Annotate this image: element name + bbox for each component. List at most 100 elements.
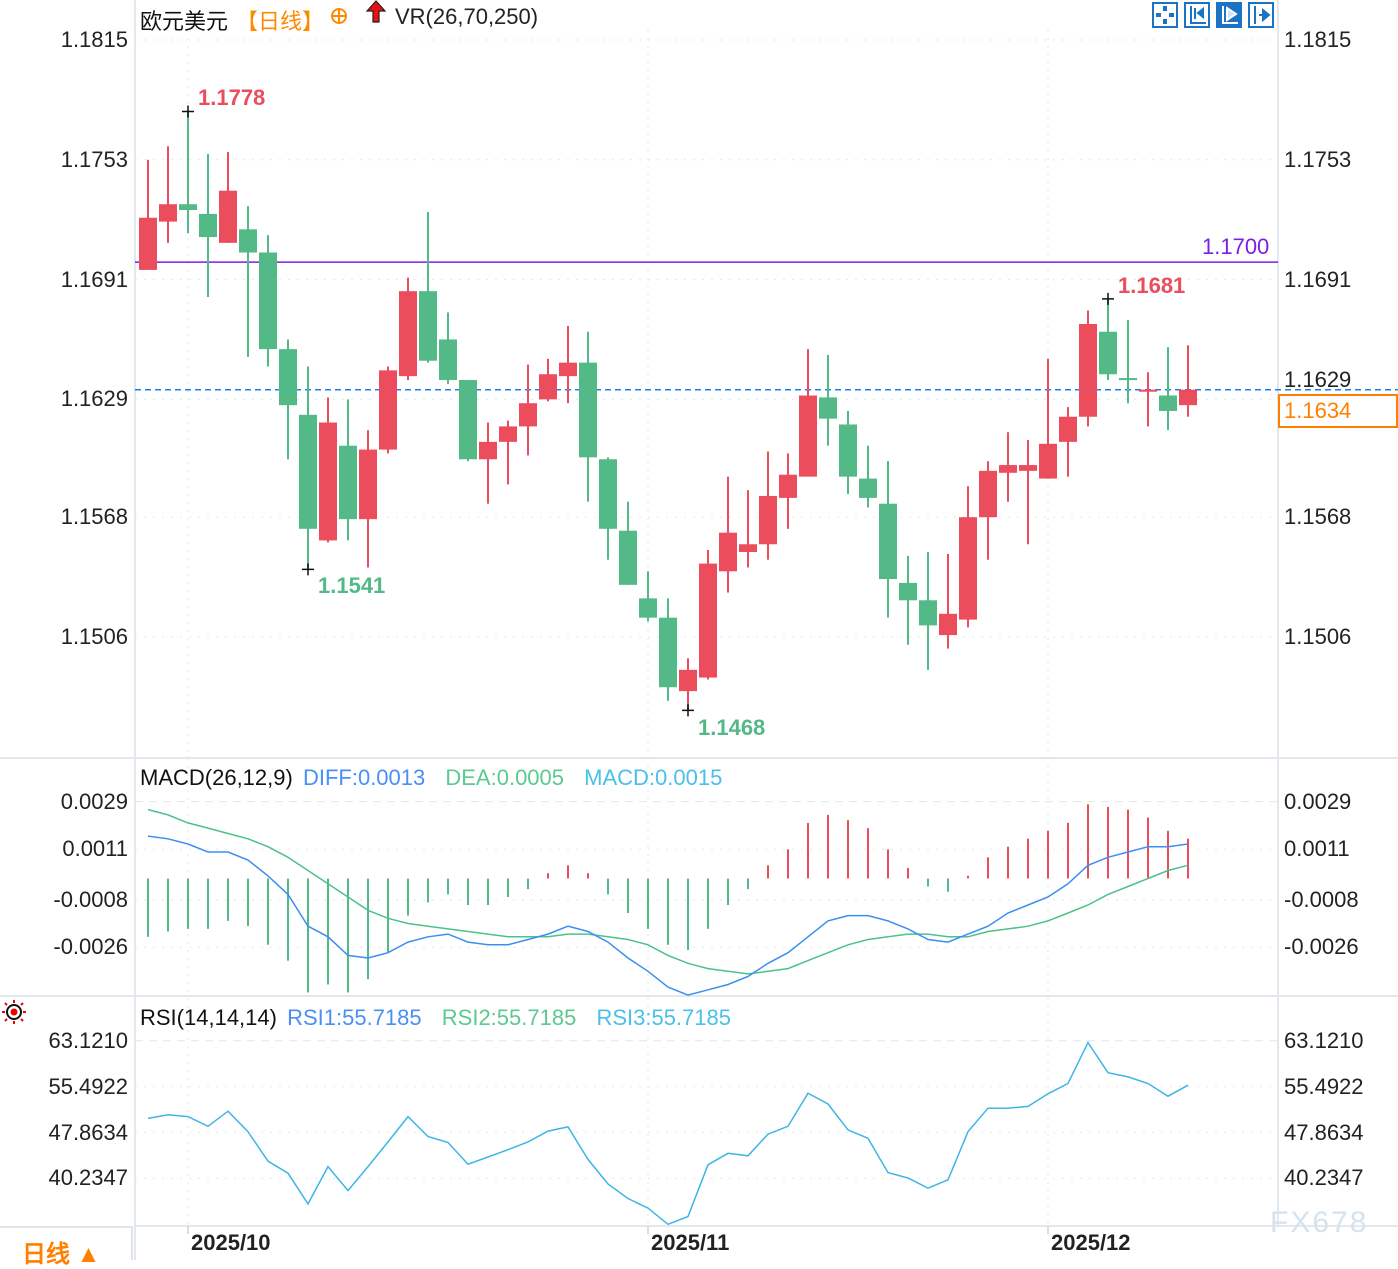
x-tick-label: 2025/12 xyxy=(1051,1230,1131,1255)
circle-plus-icon[interactable] xyxy=(331,8,347,24)
price-tick-right: 1.1815 xyxy=(1284,27,1352,52)
candle-up xyxy=(739,544,757,552)
macd-tick-left: 0.0029 xyxy=(60,788,128,814)
macd-value: MACD:0.0015 xyxy=(584,765,723,790)
rsi-tick-left: 63.1210 xyxy=(48,1027,128,1053)
rsi-tick-right: 63.1210 xyxy=(1284,1027,1364,1053)
macd-tick-right: 0.0029 xyxy=(1284,788,1352,814)
high-label: 1.1778 xyxy=(198,85,266,110)
candle-up xyxy=(499,426,517,442)
indicator-settings-icon[interactable] xyxy=(2,1000,26,1024)
candle-down xyxy=(259,252,277,350)
rsi-tick-left: 55.4922 xyxy=(48,1073,128,1099)
candle-up xyxy=(359,449,377,520)
candle-up xyxy=(139,217,157,270)
rsi3-value: RSI3:55.7185 xyxy=(596,1005,731,1030)
price-tick-left: 1.1691 xyxy=(60,266,128,292)
price-tick-left: 1.1753 xyxy=(60,146,128,172)
diff-line xyxy=(147,835,1189,996)
period-button[interactable]: 日线 ▲ xyxy=(0,1226,133,1268)
indicator-label: VR(26,70,250) xyxy=(395,4,539,29)
macd-tick-right: -0.0026 xyxy=(1284,934,1359,960)
candle-up xyxy=(999,465,1017,473)
zoom-range-icon[interactable] xyxy=(1184,2,1210,28)
candle-up xyxy=(799,395,817,477)
red-up-arrow-icon[interactable] xyxy=(366,0,386,24)
low-label: 1.1541 xyxy=(318,573,386,598)
macd-tick-right: 0.0011 xyxy=(1284,836,1350,862)
price-tick-right: 1.1753 xyxy=(1284,146,1352,172)
x-tick-label: 2025/11 xyxy=(651,1230,730,1255)
symbol-title: 欧元美元 xyxy=(140,9,229,34)
candle-down xyxy=(299,414,317,529)
diff-value: DIFF:0.0013 xyxy=(302,765,426,790)
candle-down xyxy=(1119,378,1137,381)
candle-down xyxy=(899,582,917,601)
draw-tool-icon[interactable] xyxy=(1216,2,1242,28)
dea-line xyxy=(147,808,1189,975)
rsi2-value: RSI2:55.7185 xyxy=(441,1005,577,1030)
candle-up xyxy=(679,669,697,692)
price-tick-right: 1.1691 xyxy=(1284,266,1352,292)
macd-tick-left: -0.0008 xyxy=(53,886,128,912)
last-price-badge: 1.1634 xyxy=(1278,394,1398,428)
candle-down xyxy=(179,204,197,211)
rsi-tick-right: 47.8634 xyxy=(1284,1119,1364,1145)
recent-low-label: 1.1468 xyxy=(698,715,766,740)
candle-down xyxy=(639,598,657,618)
candle-up xyxy=(979,470,997,518)
candle-up xyxy=(1059,416,1077,442)
extreme-marker xyxy=(182,105,194,118)
rsi-legend: RSI(14,14,14) RSI1:55.7185 RSI2:55.7185 … xyxy=(140,1005,731,1031)
candle-up xyxy=(759,495,777,545)
macd-tick-right: -0.0008 xyxy=(1284,886,1359,912)
candle-up xyxy=(219,190,237,243)
candle-up xyxy=(719,532,737,572)
candle-up xyxy=(559,362,577,377)
rsi-tick-right: 40.2347 xyxy=(1284,1165,1364,1191)
candle-up xyxy=(479,441,497,460)
macd-tick-left: -0.0026 xyxy=(53,934,128,960)
candle-down xyxy=(199,213,217,238)
candle-down xyxy=(819,397,837,419)
x-tick-label: 2025/10 xyxy=(191,1230,271,1255)
candle-down xyxy=(439,339,457,381)
crosshair-move-icon[interactable] xyxy=(1152,2,1178,28)
resistance-label: 1.1700 xyxy=(1202,234,1270,259)
price-tick-left: 1.1815 xyxy=(60,27,128,52)
candle-down xyxy=(859,478,877,498)
candle-down xyxy=(919,600,937,626)
price-tick-left: 1.1568 xyxy=(60,504,128,530)
candle-up xyxy=(959,517,977,620)
rsi-tick-right: 55.4922 xyxy=(1284,1073,1364,1099)
price-tick-right: 1.1568 xyxy=(1284,504,1352,530)
candle-up xyxy=(319,422,337,541)
candle-up xyxy=(1079,324,1097,417)
candle-down xyxy=(839,424,857,477)
candle-down xyxy=(419,291,437,361)
candle-up xyxy=(399,291,417,377)
rsi-tick-left: 47.8634 xyxy=(48,1119,128,1145)
candle-down xyxy=(459,380,477,460)
price-tick-left: 1.1629 xyxy=(60,386,128,412)
candle-down xyxy=(579,362,597,458)
extreme-marker xyxy=(302,563,314,576)
macd-tick-left: 0.0011 xyxy=(62,836,128,862)
candle-up xyxy=(159,204,177,222)
scroll-to-end-icon[interactable] xyxy=(1248,2,1274,28)
rsi-line xyxy=(147,1041,1189,1226)
candle-up xyxy=(939,613,957,636)
candle-down xyxy=(619,530,637,585)
period-label[interactable]: 【日线】 xyxy=(236,9,325,34)
candle-down xyxy=(879,503,897,580)
candle-up xyxy=(1039,443,1057,479)
extreme-marker xyxy=(682,704,694,717)
watermark: FX678 xyxy=(1270,1206,1369,1239)
candle-up xyxy=(1019,465,1037,471)
candle-down xyxy=(599,459,617,529)
candle-down xyxy=(339,445,357,520)
price-tick-left: 1.1506 xyxy=(60,624,128,649)
candle-up xyxy=(519,403,537,427)
rsi1-value: RSI1:55.7185 xyxy=(287,1005,422,1030)
